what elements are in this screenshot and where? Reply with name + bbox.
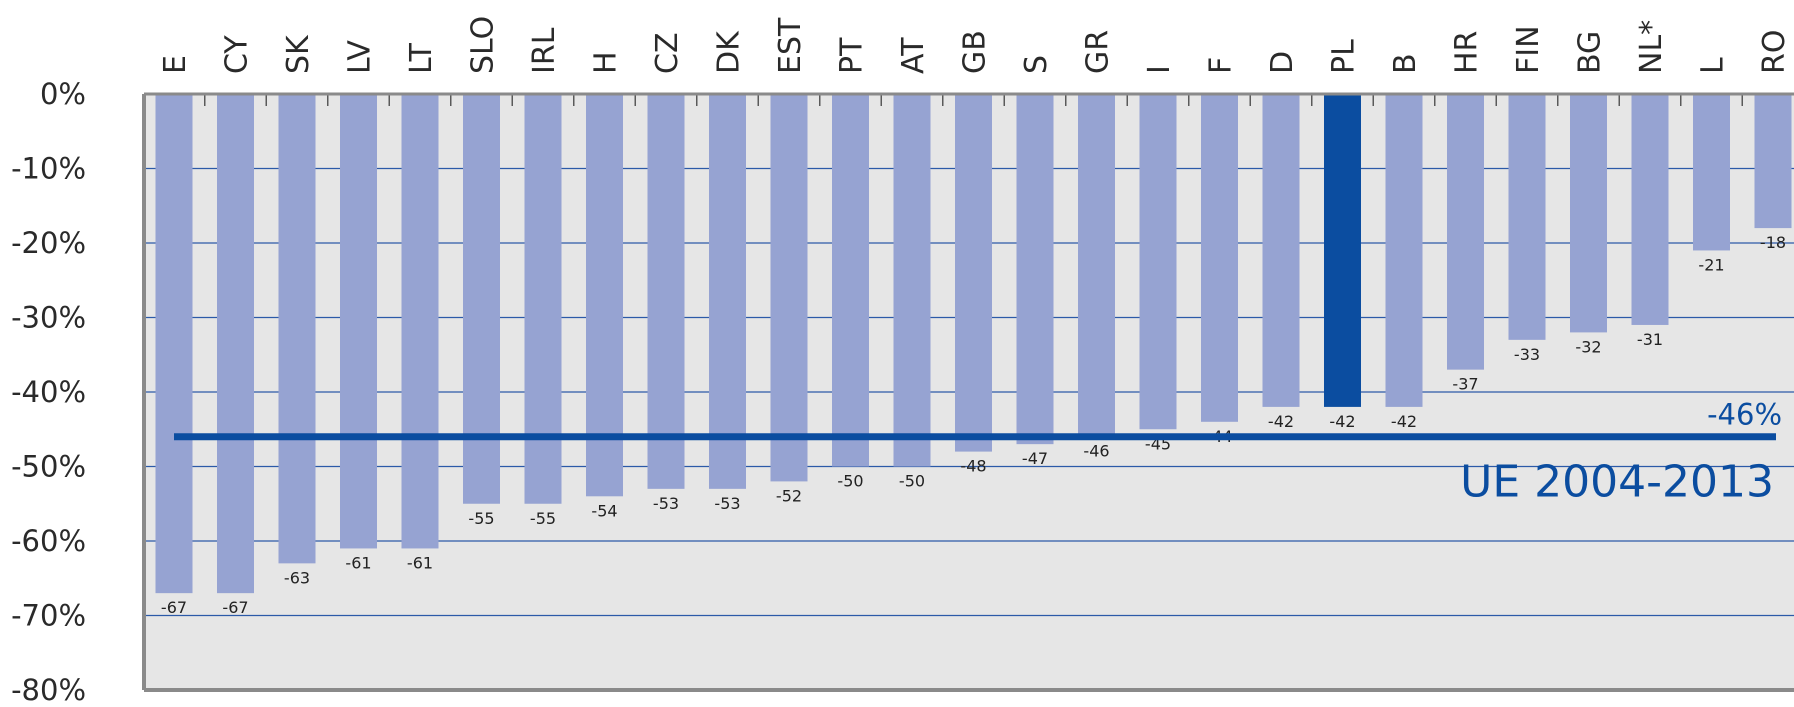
x-tick-label: EST — [773, 17, 808, 74]
x-tick-label: HR — [1450, 31, 1485, 74]
bar — [340, 94, 377, 549]
x-axis: E CY SK LV LT SLO IRL H CZ DK EST PT AT GB S GR I F D PL B HR… — [158, 16, 1792, 106]
bar — [1631, 94, 1669, 325]
bar — [586, 94, 623, 497]
x-tick-label: L — [1696, 57, 1731, 74]
x-tick-label: GB — [958, 30, 993, 74]
data-label: -31 — [1637, 330, 1663, 349]
x-tick-label: AT — [896, 37, 931, 74]
data-label: -37 — [1452, 375, 1478, 394]
data-label: -55 — [530, 509, 556, 528]
bar — [155, 94, 193, 594]
x-tick-label: PT — [835, 37, 870, 74]
data-label: -21 — [1698, 255, 1724, 274]
bar — [770, 94, 808, 482]
bar — [278, 94, 316, 564]
data-label: -42 — [1268, 412, 1294, 431]
data-labels: -67 -67-63-61 -61-55 -55 -54 -53 -53 -52-50 -50-… — [161, 233, 1786, 617]
data-label: -50 — [899, 472, 925, 491]
x-tick-label: PL — [1327, 39, 1362, 74]
bars — [155, 94, 1792, 594]
data-label: -47 — [1022, 449, 1048, 468]
y-tick-label: -70% — [11, 599, 86, 633]
bar — [524, 94, 562, 504]
bar — [647, 94, 685, 489]
y-tick-label: -20% — [11, 226, 86, 260]
x-tick-label: F — [1204, 57, 1239, 74]
data-label: -53 — [653, 494, 679, 513]
y-tick-label: -10% — [11, 152, 86, 186]
bar — [955, 94, 992, 452]
x-tick-label: CZ — [650, 33, 685, 75]
y-tick-label: -80% — [11, 673, 86, 707]
data-label: -18 — [1760, 233, 1786, 252]
data-label: -46 — [1083, 442, 1109, 461]
data-label: -63 — [284, 568, 310, 587]
data-label: -67 — [222, 598, 248, 617]
data-label: -55 — [468, 509, 494, 528]
bar — [1508, 94, 1546, 340]
x-tick-label: SLO — [466, 16, 501, 74]
reference-line-value: -46% — [1707, 398, 1782, 432]
data-label: -32 — [1575, 337, 1601, 356]
bar — [832, 94, 869, 467]
data-label: -54 — [591, 501, 617, 520]
bar — [401, 94, 439, 549]
data-label: -52 — [776, 486, 802, 505]
data-label: -42 — [1329, 412, 1355, 431]
bar — [217, 94, 254, 594]
data-label: -67 — [161, 598, 187, 617]
x-tick-label: DK — [712, 30, 747, 74]
data-label: -50 — [837, 472, 863, 491]
x-tick-label: NL* — [1634, 20, 1669, 74]
x-tick-label: BG — [1573, 31, 1608, 74]
bar — [1447, 94, 1484, 370]
bar — [1078, 94, 1115, 437]
x-tick-label: CY — [220, 35, 255, 74]
data-label: -48 — [960, 457, 986, 476]
data-label: -42 — [1391, 412, 1417, 431]
x-tick-label: SK — [281, 34, 316, 74]
x-tick-label: S — [1019, 55, 1054, 74]
bar — [1693, 94, 1730, 251]
bar — [1385, 94, 1423, 407]
reference-line-group: -46% UE 2004-2013 — [174, 398, 1782, 508]
y-axis: 0% -10% -20% -30% -40% -50% -60% -70% -80% — [11, 77, 86, 707]
x-tick-label: LT — [404, 42, 439, 74]
plot-frame — [142, 92, 1794, 692]
bar — [709, 94, 746, 489]
x-tick-label: IRL — [527, 27, 562, 74]
x-tick-label: H — [589, 51, 624, 74]
x-tick-label: I — [1142, 65, 1177, 74]
bar — [893, 94, 931, 467]
bar — [1570, 94, 1607, 333]
x-tick-label: B — [1388, 53, 1423, 74]
bar — [1754, 94, 1792, 229]
data-label: -33 — [1514, 345, 1540, 364]
bar — [1262, 94, 1300, 407]
reference-line-label: UE 2004-2013 — [1460, 457, 1774, 508]
y-tick-label: 0% — [40, 77, 86, 111]
bar — [1139, 94, 1177, 430]
y-tick-label: -60% — [11, 524, 86, 558]
bar-highlight — [1324, 94, 1361, 407]
y-tick-label: -50% — [11, 450, 86, 484]
bar — [1016, 94, 1054, 445]
bar — [1201, 94, 1238, 422]
x-tick-label: GR — [1081, 30, 1116, 74]
x-tick-label: FIN — [1511, 25, 1546, 74]
data-label: -61 — [345, 553, 371, 572]
y-tick-label: -40% — [11, 375, 86, 409]
x-tick-label: E — [158, 55, 193, 74]
data-label: -61 — [407, 553, 433, 572]
bar — [463, 94, 500, 504]
y-tick-label: -30% — [11, 301, 86, 335]
x-tick-label: LV — [343, 40, 378, 74]
x-tick-label: RO — [1757, 30, 1792, 74]
x-tick-label: D — [1265, 51, 1300, 74]
data-label: -53 — [714, 494, 740, 513]
